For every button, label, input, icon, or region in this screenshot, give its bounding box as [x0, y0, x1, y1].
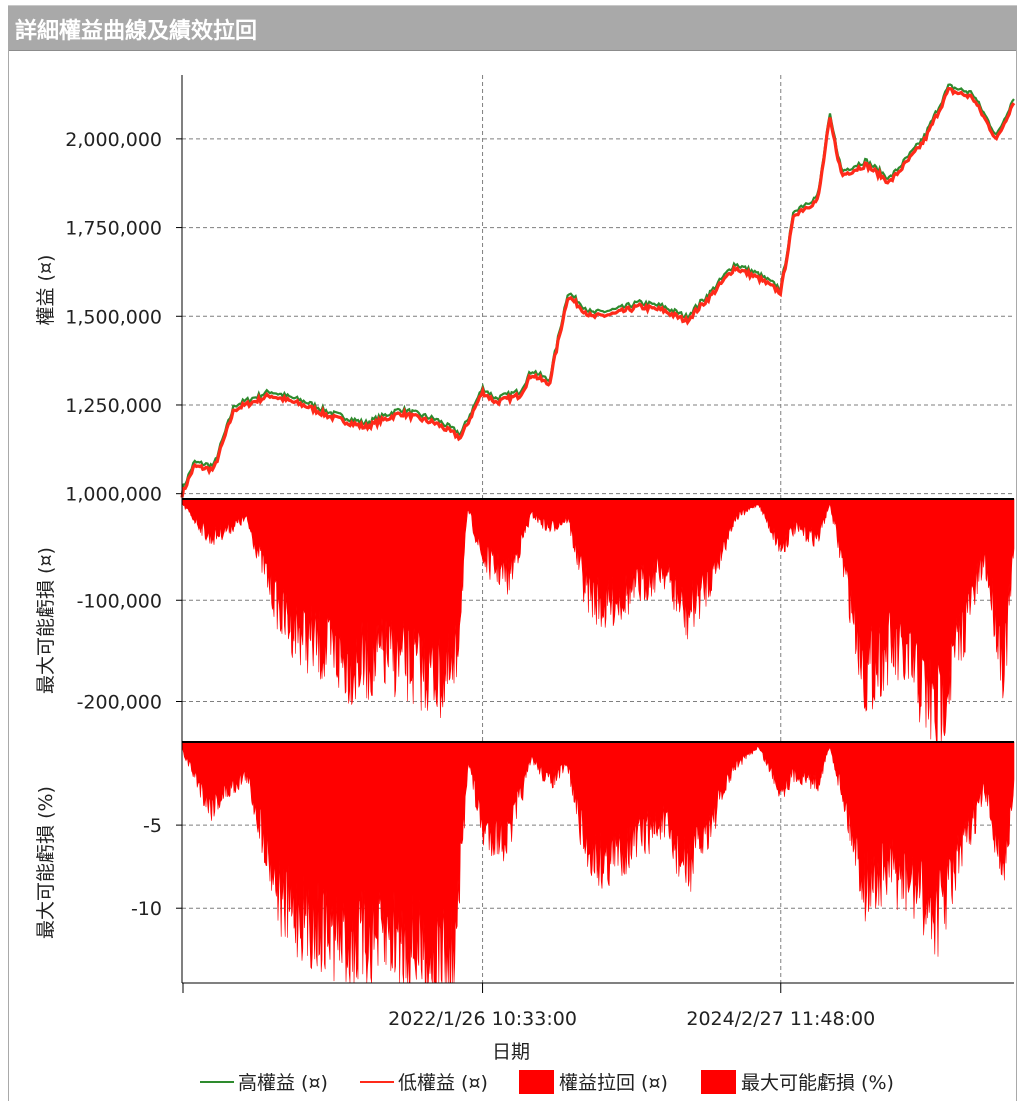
- y-tick-label: 1,250,000: [65, 395, 162, 417]
- legend-item: 最大可能虧損 (%): [701, 1070, 894, 1094]
- plot-area: [180, 83, 1016, 984]
- axis-labels: 1,000,000 1,250,000 1,500,000 1,750,000 2,00…: [35, 129, 875, 1063]
- legend-item: 高權益 (¤): [200, 1072, 328, 1094]
- legend-box-swatch: [519, 1070, 554, 1094]
- legend-label: 最大可能虧損 (%): [741, 1072, 894, 1094]
- y-tick-label: 1,500,000: [65, 306, 162, 328]
- y-tick-label: -10: [131, 898, 162, 920]
- drawdown-area: [181, 741, 1015, 984]
- drawdown-area: [181, 498, 1015, 743]
- y-axis-title: 最大可能虧損 (¤): [35, 547, 57, 694]
- legend-item: 權益拉回 (¤): [519, 1070, 668, 1094]
- window-title: 詳細權益曲線及績效拉回: [15, 19, 258, 44]
- window-titlebar: 詳細權益曲線及績效拉回: [8, 5, 1017, 51]
- legend-label: 高權益 (¤): [238, 1072, 328, 1094]
- panel-2: [181, 498, 1015, 743]
- y-axis-title: 權益 (¤): [35, 255, 57, 326]
- y-tick-label: 1,000,000: [65, 484, 162, 506]
- legend-label: 權益拉回 (¤): [559, 1072, 668, 1094]
- y-tick-label: 2,000,000: [65, 129, 162, 151]
- y-axis-title: 最大可能虧損 (%): [35, 786, 57, 939]
- x-axis-title: 日期: [492, 1041, 530, 1063]
- axes: [176, 75, 1014, 993]
- legend-item: 低權益 (¤): [360, 1072, 488, 1094]
- panel-3: [181, 741, 1015, 984]
- y-tick-label: 1,750,000: [65, 218, 162, 240]
- legend-label: 低權益 (¤): [398, 1072, 488, 1094]
- panel-1: [180, 83, 1016, 498]
- high-equity-line: [180, 83, 1015, 494]
- legend: 高權益 (¤) 低權益 (¤) 權益拉回 (¤) 最大可能虧損 (%): [200, 1070, 894, 1094]
- legend-box-swatch: [701, 1070, 736, 1094]
- low-equity-line: [180, 86, 1016, 498]
- x-tick-label: 2024/2/27 11:48:00: [686, 1008, 875, 1030]
- y-tick-label: -100,000: [77, 590, 162, 612]
- y-tick-label: -200,000: [77, 692, 162, 714]
- y-tick-label: -5: [143, 815, 162, 837]
- chart-frame: [8, 49, 1017, 1101]
- x-tick-label: 2022/1/26 10:33:00: [388, 1008, 577, 1030]
